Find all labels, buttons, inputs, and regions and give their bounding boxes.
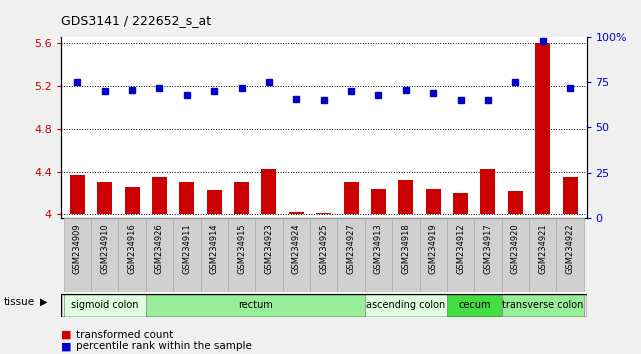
Bar (70, 175, 85, 215)
Text: GSM234920: GSM234920 (511, 223, 520, 274)
Text: cecum: cecum (458, 300, 490, 310)
Text: GSM234909: GSM234909 (73, 223, 82, 274)
Text: ascending colon: ascending colon (366, 300, 445, 310)
Bar (316, 213, 331, 215)
Bar (201, 218, 228, 292)
Bar (206, 190, 222, 215)
Bar (502, 294, 584, 317)
Text: transverse colon: transverse colon (502, 300, 583, 310)
Bar (337, 218, 365, 292)
Bar (97, 182, 112, 215)
Bar (508, 191, 523, 215)
Bar (426, 189, 441, 215)
Bar (474, 218, 502, 292)
Text: GSM234924: GSM234924 (292, 223, 301, 274)
Text: GSM234915: GSM234915 (237, 223, 246, 274)
Text: GSM234925: GSM234925 (319, 223, 328, 274)
Text: GSM234921: GSM234921 (538, 223, 547, 274)
Bar (310, 218, 337, 292)
Bar (124, 187, 140, 215)
Bar (453, 193, 468, 215)
Text: percentile rank within the sample: percentile rank within the sample (76, 341, 251, 351)
Bar (563, 177, 578, 215)
Bar (535, 42, 550, 215)
Text: GSM234918: GSM234918 (401, 223, 410, 274)
Bar (447, 218, 474, 292)
Bar (289, 212, 304, 215)
Bar (398, 180, 413, 215)
Bar (502, 218, 529, 292)
Bar (481, 169, 495, 215)
Bar (283, 218, 310, 292)
Text: ▶: ▶ (40, 297, 48, 307)
Text: tissue: tissue (3, 297, 35, 307)
Bar (146, 294, 365, 317)
Text: GSM234922: GSM234922 (565, 223, 574, 274)
Bar (146, 218, 173, 292)
Bar (173, 218, 201, 292)
Text: GSM234913: GSM234913 (374, 223, 383, 274)
Bar (392, 218, 419, 292)
Text: GSM234917: GSM234917 (483, 223, 492, 274)
Text: transformed count: transformed count (76, 330, 173, 339)
Bar (419, 218, 447, 292)
Bar (255, 218, 283, 292)
Bar (262, 169, 276, 215)
Bar (447, 294, 502, 317)
Text: rectum: rectum (238, 300, 272, 310)
Bar (556, 218, 584, 292)
Text: GSM234926: GSM234926 (155, 223, 164, 274)
Text: GSM234919: GSM234919 (429, 223, 438, 274)
Text: GSM234923: GSM234923 (265, 223, 274, 274)
Bar (365, 218, 392, 292)
Text: GSM234910: GSM234910 (100, 223, 109, 274)
Bar (234, 182, 249, 215)
Bar (63, 218, 91, 292)
Text: GDS3141 / 222652_s_at: GDS3141 / 222652_s_at (61, 14, 211, 27)
Text: sigmoid colon: sigmoid colon (71, 300, 138, 310)
Bar (119, 218, 146, 292)
Text: GSM234927: GSM234927 (347, 223, 356, 274)
Bar (365, 294, 447, 317)
Text: GSM234911: GSM234911 (182, 223, 191, 274)
Bar (91, 218, 119, 292)
Text: ■: ■ (61, 341, 71, 351)
Bar (371, 189, 386, 215)
Text: GSM234912: GSM234912 (456, 223, 465, 274)
Bar (63, 294, 146, 317)
Bar (228, 218, 255, 292)
Bar (179, 182, 194, 215)
Bar (529, 218, 556, 292)
Text: ■: ■ (61, 330, 71, 339)
Bar (152, 177, 167, 215)
Text: GSM234914: GSM234914 (210, 223, 219, 274)
Bar (344, 182, 358, 215)
Text: GSM234916: GSM234916 (128, 223, 137, 274)
